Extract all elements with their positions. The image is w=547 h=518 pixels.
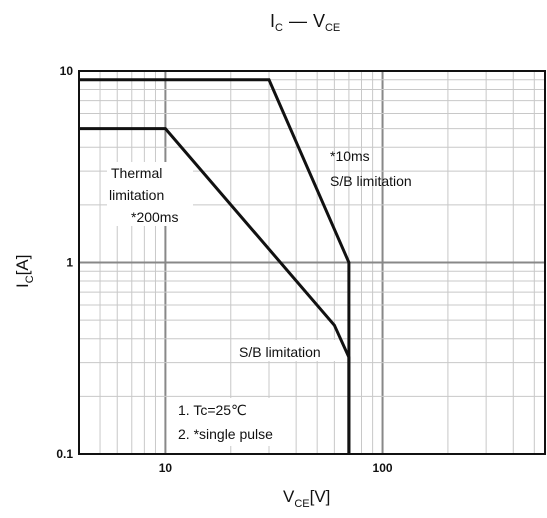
xlabel-main: V <box>283 487 295 506</box>
title-vce: V <box>313 11 325 31</box>
y-axis-label: IC[A] <box>13 255 36 288</box>
y-tick-label: 1 <box>66 256 73 270</box>
annotations: *10ms S/B limitation Thermal limitation … <box>107 148 412 446</box>
ylabel-main: I <box>13 283 32 288</box>
sb-label-bg <box>236 340 356 361</box>
x-axis-label: VCE[V] <box>283 487 330 510</box>
title-dash: — <box>289 11 307 31</box>
plot-grid <box>79 71 545 454</box>
xlabel-unit: [V] <box>310 487 331 506</box>
ann-notes-line2: 2. *single pulse <box>178 426 273 442</box>
ann-sb-line1: S/B limitation <box>239 344 321 360</box>
title-vce-sub: CE <box>325 22 340 34</box>
ann-10ms-line2: S/B limitation <box>330 173 412 189</box>
svg-text:VCE[V]: VCE[V] <box>283 487 330 510</box>
y-tick-label: 0.1 <box>56 447 73 461</box>
thermal-label-bg <box>107 162 193 226</box>
xlabel-sub: CE <box>294 498 309 510</box>
series-line-ten_ms <box>79 78 351 454</box>
ann-notes-line1: 1. Tc=25℃ <box>178 402 247 418</box>
ann-thermal-line3: *200ms <box>131 209 178 225</box>
svg-text:IC[A]: IC[A] <box>13 255 36 288</box>
ann-10ms-line1: *10ms <box>330 148 370 164</box>
svg-text:IC—VCE: IC — VCE <box>270 11 340 34</box>
title-ic: I <box>270 11 275 31</box>
x-tick-label: 10 <box>159 461 173 475</box>
title-ic-sub: C <box>275 22 283 34</box>
y-tick-label: 10 <box>60 64 74 78</box>
x-tick-label: 100 <box>373 461 393 475</box>
notes-bg <box>172 398 292 446</box>
ann-thermal-line1: Thermal <box>111 165 162 181</box>
chart-title: IC — VCE <box>270 11 340 34</box>
ylabel-unit: [A] <box>13 255 32 276</box>
tick-labels: 10 100 10 1 0.1 <box>56 64 393 475</box>
ann-thermal-line2: limitation <box>109 187 164 203</box>
plot-frame <box>78 70 546 455</box>
series-lines <box>79 78 351 454</box>
ylabel-sub: C <box>24 275 36 283</box>
series-line-two_hundred_ms <box>79 127 351 454</box>
